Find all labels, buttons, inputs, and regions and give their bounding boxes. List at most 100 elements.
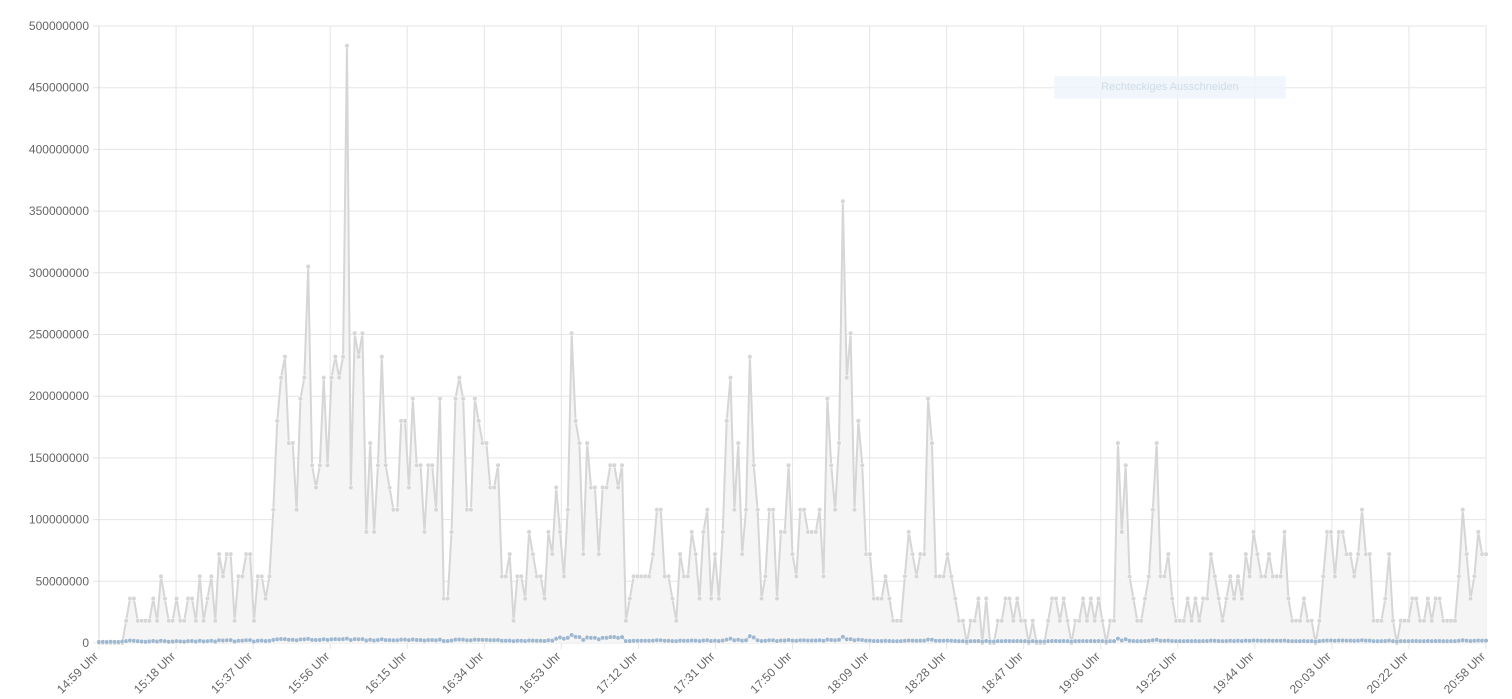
series-1-point [1231,596,1237,602]
series-1-point [460,396,466,402]
y-tick-label: 250000000 [29,328,89,342]
series-1-point [154,618,160,624]
series-1-point [929,440,935,446]
series-1-point [689,529,695,535]
series-1-point [572,418,579,424]
series-1-point [704,507,710,513]
series-1-point [747,354,753,360]
series-2-point [619,634,625,640]
series-1 [96,43,1489,646]
series-1-point [851,507,858,513]
series-1-point [406,484,412,491]
series-1-point [739,551,745,557]
overlay-label: Rechteckiges Ausschneiden [1101,81,1239,93]
series-1-point [1057,618,1063,624]
series-1-point [495,462,501,468]
series-1-point [1084,618,1090,624]
series-1-point [685,573,691,579]
x-tick-label: 20:22 Uhr [1364,649,1411,696]
series-1-point [1223,596,1229,602]
series-1-point [305,264,311,270]
series-1-point [1351,573,1357,579]
series-1-point [1227,573,1233,579]
series-1-point [820,573,827,579]
series-2-point [1111,638,1117,644]
series-1-point [879,596,885,602]
y-axis-ticks: 0 50000000 100000000 150000000 200000000 2500… [29,19,89,650]
series-2-point [743,637,749,643]
series-1-point [1181,618,1187,624]
series-1-point [948,573,954,579]
series-1-point [1278,573,1284,579]
series-1-point [282,354,288,360]
series-1-point [1355,551,1361,557]
series-1-point [913,573,920,579]
series-1-point [383,462,389,468]
series-1-point [476,418,482,424]
y-tick-label: 150000000 [29,451,89,465]
series-1-point [712,551,718,557]
series-1-point [239,573,245,579]
series-1-point [340,354,346,360]
series-1-point [367,440,373,446]
series-2-point [836,637,842,643]
series-1-point [1127,573,1133,579]
series-1-point [1161,573,1167,579]
series-1-point [693,551,699,557]
series-1-point [786,462,792,468]
series-1-point [627,596,633,602]
series-1-point [910,551,916,557]
series-1-point [263,596,269,602]
series-1-point [824,396,830,402]
series-1-point [1235,573,1241,579]
series-1-point [1471,573,1477,579]
series-1-point [445,596,451,602]
series-1-point [561,573,567,579]
series-1-point [1165,551,1171,557]
series-1-point [359,330,366,336]
series-1-point [1301,596,1307,602]
series-1-point [549,551,555,557]
series-1-point [452,396,458,402]
series-1-point [762,573,768,579]
x-tick-label: 19:44 Uhr [1210,649,1257,696]
series-1-point [1320,573,1326,579]
series-1-point [1340,529,1346,535]
series-1-point [1010,618,1016,624]
series-1-point [921,551,927,557]
series-1-point [882,573,889,579]
series-1-point [1196,618,1202,624]
series-1-area [99,45,1486,644]
series-1-point [615,484,621,491]
series-1-point [429,462,435,468]
y-tick-label: 50000000 [36,574,90,588]
series-1-point [1154,440,1160,446]
series-1-point [1076,618,1082,624]
x-tick-label: 15:18 Uhr [131,649,178,696]
series-1-point [1421,618,1427,624]
series-1-point [623,618,629,624]
series-2 [96,632,1489,645]
series-1-point [472,396,478,402]
series-1-point [394,507,400,513]
series-1-point [328,375,335,381]
series-1-point [1285,596,1291,602]
series-1-point [828,462,834,468]
series-1-point [1266,551,1272,557]
series-1-point [216,551,222,557]
series-1-point [1092,618,1098,624]
series-1-point [387,484,393,491]
series-1-point [1204,596,1210,602]
x-tick-label: 20:03 Uhr [1287,649,1334,696]
series-1-point [592,484,598,491]
series-1-point [1460,507,1466,513]
series-1-point [817,507,823,513]
series-2-point [840,634,846,640]
series-1-point [716,596,722,602]
series-1-point [201,618,207,624]
series-1-point [247,551,253,557]
series-1-point [1014,596,1020,602]
series-1-point [332,354,338,360]
series-1-point [789,551,796,557]
